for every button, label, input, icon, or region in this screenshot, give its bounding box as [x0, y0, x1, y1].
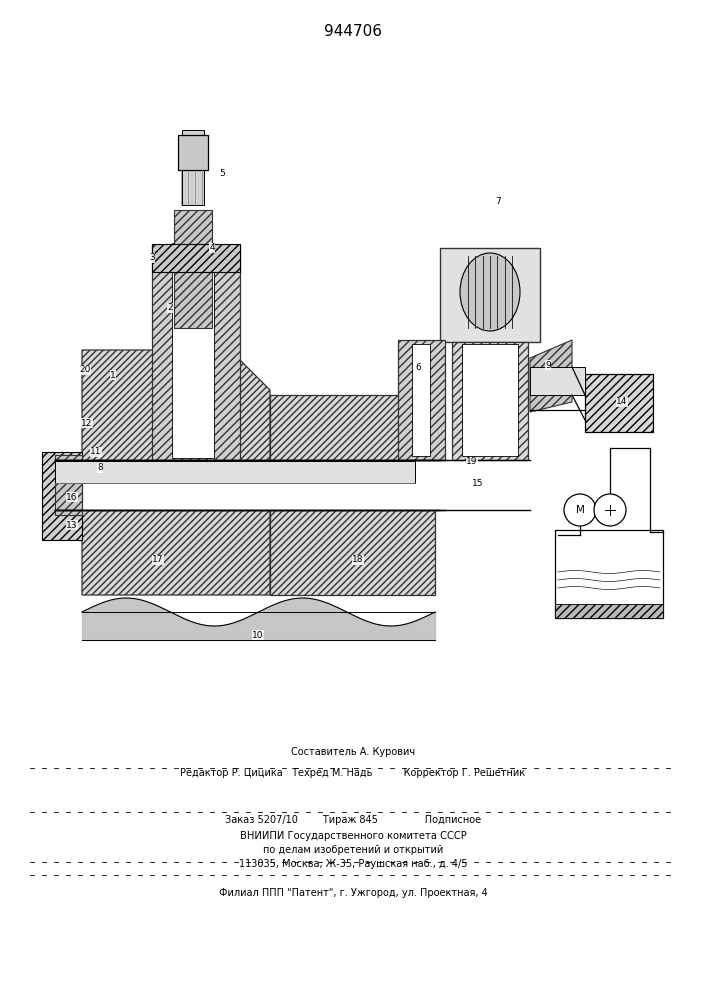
Polygon shape [440, 248, 540, 342]
Polygon shape [530, 340, 572, 412]
Text: 7: 7 [495, 198, 501, 207]
Text: 14: 14 [617, 397, 628, 406]
Text: 4: 4 [209, 243, 215, 252]
Text: Составитель А. Курович: Составитель А. Курович [291, 747, 415, 757]
Text: 15: 15 [472, 479, 484, 488]
Ellipse shape [460, 253, 520, 331]
Polygon shape [174, 210, 212, 328]
Bar [182, 130, 204, 205]
Text: М: М [575, 505, 585, 515]
Bar [412, 344, 430, 456]
Text: 10: 10 [252, 631, 264, 640]
Text: 5: 5 [219, 168, 225, 178]
Text: 20: 20 [79, 365, 90, 374]
Polygon shape [55, 455, 82, 515]
Text: 13: 13 [66, 520, 78, 530]
Polygon shape [452, 342, 528, 460]
Bar [178, 135, 208, 170]
Bar [462, 344, 518, 456]
Circle shape [594, 494, 626, 526]
Polygon shape [398, 340, 445, 460]
Text: 9: 9 [545, 360, 551, 369]
Bar [55, 460, 440, 510]
Text: 17: 17 [152, 556, 164, 564]
Text: 6: 6 [415, 363, 421, 372]
Circle shape [564, 494, 596, 526]
Text: 2: 2 [167, 304, 173, 312]
Text: 3: 3 [149, 253, 155, 262]
Text: 113035, Москва, Ж-35, Раушская наб., д. 4/5: 113035, Москва, Ж-35, Раушская наб., д. … [239, 859, 467, 869]
Text: Редактор Р. Цицика   Техред М. Надь          Корректор Г. Решетник: Редактор Р. Цицика Техред М. Надь Коррек… [180, 768, 525, 778]
Polygon shape [152, 245, 240, 462]
Text: 16: 16 [66, 492, 78, 502]
Text: Заказ 5207/10        Тираж 845               Подписное: Заказ 5207/10 Тираж 845 Подписное [225, 815, 481, 825]
Text: 11: 11 [90, 448, 102, 456]
Text: 18: 18 [352, 556, 363, 564]
Text: 12: 12 [81, 418, 93, 428]
Bar [585, 374, 653, 432]
Bar [555, 530, 663, 618]
Text: по делам изобретений и открытий: по делам изобретений и открытий [263, 845, 443, 855]
Polygon shape [270, 395, 435, 595]
Text: 19: 19 [466, 458, 478, 466]
Bar [530, 367, 585, 395]
Bar [555, 604, 663, 618]
Bar [42, 452, 82, 540]
Text: 1: 1 [110, 370, 116, 379]
Bar [172, 243, 214, 458]
Text: 8: 8 [97, 464, 103, 473]
Text: Филиал ППП "Патент", г. Ужгород, ул. Проектная, 4: Филиал ППП "Патент", г. Ужгород, ул. Про… [218, 888, 487, 898]
Text: 944706: 944706 [324, 24, 382, 39]
Bar [55, 461, 415, 483]
Polygon shape [82, 350, 270, 595]
Bar [152, 244, 240, 272]
Text: ВНИИПИ Государственного комитета СССР: ВНИИПИ Государственного комитета СССР [240, 831, 467, 841]
